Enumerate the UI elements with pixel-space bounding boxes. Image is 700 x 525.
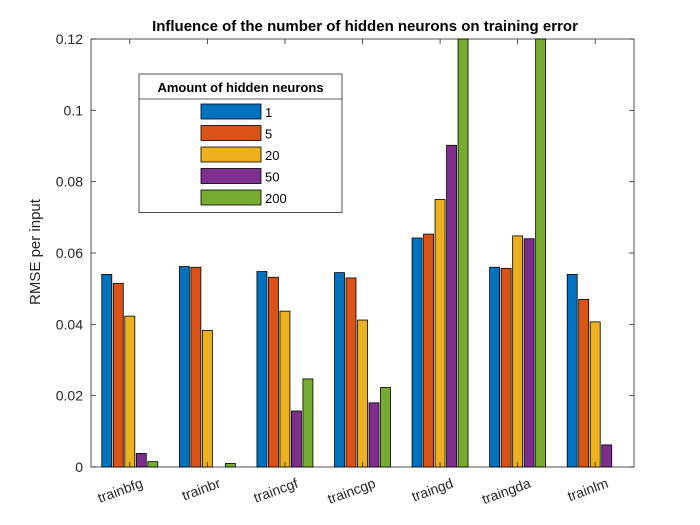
legend-entry-50: 50	[265, 170, 279, 185]
bar-traingd-20	[434, 199, 446, 468]
bar-traincgp-20	[357, 319, 368, 468]
bar-trainbfg-50	[135, 453, 147, 468]
legend: Amount of hidden neurons 1 5 20 50 200	[138, 73, 343, 213]
legend-swatch-200	[200, 189, 262, 206]
legend-entry-20: 20	[265, 148, 279, 163]
bar-trainlm-20	[589, 321, 601, 468]
bar-traincgf-5	[268, 276, 279, 468]
legend-swatch-20	[200, 146, 262, 163]
y-tick-label: 0.1	[64, 102, 84, 118]
bar-trainlm-5	[578, 298, 590, 468]
y-tick-label: 0.02	[56, 388, 83, 404]
bar-trainbfg-1	[101, 273, 113, 468]
bar-traincgp-1	[334, 272, 345, 468]
bar-trainbfg-5	[112, 282, 124, 468]
bar-traincgf-200	[302, 378, 314, 468]
bar-trainbr-5	[190, 266, 202, 468]
x-tick-label-traingd: traingd	[409, 475, 455, 505]
bar-traincgf-50	[291, 410, 302, 468]
bars	[101, 38, 613, 468]
bar-traingda-1	[489, 266, 501, 468]
x-tick-label-traincgp: traincgp	[325, 475, 377, 507]
bar-traingd-200	[457, 38, 469, 468]
legend-swatch-1	[200, 103, 262, 120]
legend-swatch-5	[200, 125, 262, 141]
bar-traingda-50	[523, 238, 535, 468]
bar-traincgp-200	[380, 387, 391, 468]
y-tick-label: 0.08	[56, 174, 83, 190]
legend-title: Amount of hidden neurons	[157, 80, 323, 95]
bar-trainbfg-200	[147, 461, 159, 468]
bar-traingd-5	[423, 233, 434, 468]
bar-traingd-50	[446, 144, 457, 468]
bar-traingda-200	[535, 38, 547, 468]
bar-trainbr-200	[224, 463, 236, 468]
bar-trainbr-1	[178, 266, 190, 468]
bar-traingda-20	[512, 235, 524, 468]
y-tick-label: 0.04	[56, 316, 83, 332]
y-tick-label: 0.12	[56, 31, 83, 47]
bar-trainlm-1	[566, 273, 578, 468]
x-tick-label-traingda: traingda	[480, 475, 533, 507]
x-tick-label-trainbr: trainbr	[180, 475, 223, 504]
bar-traincgf-20	[279, 310, 291, 468]
bar-traincgp-50	[368, 402, 380, 468]
legend-entry-5: 5	[265, 127, 272, 142]
x-tick-label-trainlm: trainlm	[565, 475, 610, 504]
legend-entry-200: 200	[265, 191, 287, 206]
legend-box	[138, 73, 343, 213]
chart-title: Influence of the number of hidden neuron…	[152, 18, 578, 35]
y-tick-label: 0.06	[56, 245, 83, 261]
legend-swatch-50	[200, 168, 262, 184]
bar-traingda-5	[500, 267, 512, 468]
bar-traincgf-1	[256, 271, 268, 468]
y-axis-label: RMSE per input	[27, 198, 44, 305]
y-tick-label: 0	[75, 459, 83, 475]
bar-trainbr-20	[201, 329, 213, 468]
bar-traingd-1	[411, 237, 423, 468]
x-tick-label-trainbfg: trainbfg	[95, 475, 144, 506]
x-tick-label-traincgf: traincgf	[251, 475, 300, 506]
bar-traincgp-5	[345, 277, 357, 468]
bar-trainbfg-20	[124, 315, 136, 468]
legend-entry-1: 1	[265, 105, 272, 120]
bar-trainlm-50	[601, 444, 613, 468]
